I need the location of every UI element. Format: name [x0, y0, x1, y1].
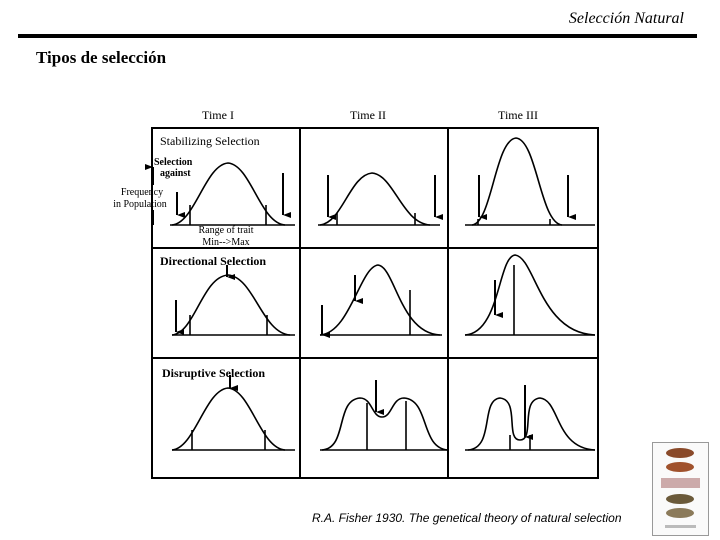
range-label: Range of trait	[199, 225, 254, 236]
col-header-time-3: Time III	[498, 108, 538, 122]
selection-against-label-2: against	[160, 168, 191, 179]
header-rule	[18, 34, 697, 38]
col-header-time-2: Time II	[350, 108, 386, 122]
book-cover-image	[652, 442, 709, 536]
row-label-directional: Directional Selection	[160, 254, 266, 268]
selection-arrows	[175, 173, 576, 440]
selection-against-label: Selection	[154, 157, 193, 168]
row-label-disruptive: Disruptive Selection	[162, 366, 265, 380]
selection-types-figure: Time I Time II Time III Stabilizing Sele…	[113, 108, 599, 479]
citation-caption: R.A. Fisher 1930. The genetical theory o…	[312, 511, 622, 525]
figure-grid	[151, 127, 599, 479]
header-title: Selección Natural	[568, 10, 684, 27]
row-label-stabilizing: Stabilizing Selection	[160, 134, 260, 148]
range-label-2: Min-->Max	[202, 237, 249, 248]
moth-icon	[666, 448, 694, 458]
frequency-label-2: in Population	[113, 199, 167, 210]
frequency-label: Frequency	[121, 187, 163, 198]
slide-subtitle: Tipos de selección	[36, 48, 167, 67]
col-header-time-1: Time I	[202, 108, 234, 122]
